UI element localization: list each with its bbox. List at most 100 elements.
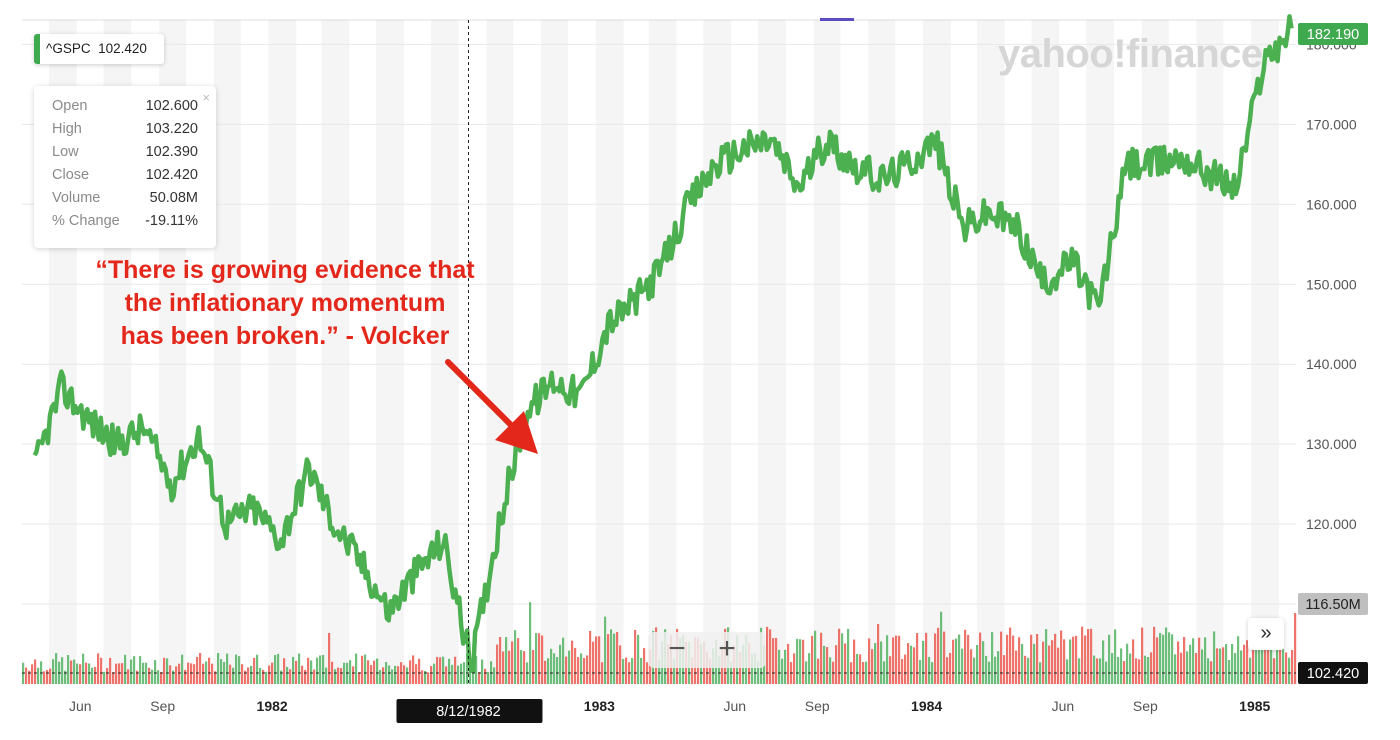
volume-bar [202,663,205,684]
volume-bar [469,667,472,684]
volume-bar [1156,637,1159,684]
volume-bar [607,634,610,684]
month-band [1196,20,1224,684]
volume-bar [286,666,289,684]
volume-bar [1141,627,1144,684]
volume-bar [271,662,274,684]
volume-bar [211,663,214,684]
volume-bar [334,669,337,684]
close-icon[interactable]: × [202,90,210,105]
volume-bar [895,635,898,684]
volume-bar [76,663,79,684]
volume-bar [1147,657,1150,684]
zoom-in-button[interactable]: + [718,632,736,665]
volume-bar [1120,648,1123,684]
volume-bar [898,635,901,684]
volume-bar [640,657,643,684]
volume-bar [634,629,637,684]
volume-bar [997,651,1000,684]
volume-bar [352,666,355,684]
volume-bar [580,653,583,684]
volume-bar [1291,650,1294,684]
volume-bar [376,658,379,684]
range-indicator [820,18,854,21]
volume-bar [451,664,454,684]
x-tick-label: Sep [1133,698,1158,714]
volume-bar [994,656,997,684]
volume-bar [1090,628,1093,684]
volume-bar [430,666,433,684]
zoom-out-button[interactable]: − [668,632,686,665]
volume-bar [1009,627,1012,684]
volume-bar [1216,648,1219,684]
ohlc-row-change: % Change -19.11% [52,213,198,229]
volume-bar [1015,650,1018,684]
series-color-swatch [34,34,40,64]
volume-bar [157,670,160,684]
volume-bar [1285,652,1288,684]
volume-bar [1261,649,1264,684]
volume-bar [1237,636,1240,684]
volume-bar [313,669,316,684]
volume-bar [1006,634,1009,684]
volume-bar [673,658,676,684]
volume-bar [343,662,346,684]
volume-bar [508,650,511,684]
volume-bar [970,649,973,684]
ticker-legend[interactable]: ^GSPC 102.420 [34,34,164,64]
volume-bar [1240,650,1243,684]
volume-bar [1201,649,1204,684]
expand-chevron-icon[interactable]: » [1248,618,1284,650]
volume-bar [424,670,427,684]
volume-bar [307,657,310,684]
volume-bar [853,639,856,684]
volume-bar [949,652,952,684]
volume-bar [1033,643,1036,684]
volume-bar [901,659,904,684]
volume-bar [946,657,949,684]
volume-bar [919,659,922,684]
volume-bar [262,669,265,684]
volume-bar [361,655,364,684]
volume-bar [433,663,436,684]
volume-bar [1165,627,1168,684]
volume-bar [403,665,406,684]
volume-bar [1051,640,1054,684]
volume-bar [502,651,505,684]
volume-bar [1054,633,1057,684]
volume-bar [226,653,229,684]
volume-bar [574,647,577,684]
volume-bar [193,664,196,684]
volume-bar [1234,653,1237,684]
volume-bar [82,653,85,684]
volume-bar [220,659,223,684]
volume-bar [1108,634,1111,684]
volume-bar [1252,646,1255,684]
volume-bar [325,667,328,684]
volume-bar [1024,655,1027,684]
volume-bar [1228,660,1231,684]
volume-bar [385,662,388,684]
volume-bar [85,662,88,684]
volume-bar [154,660,157,684]
last-price-label-bg [1298,23,1368,45]
volume-bar [1075,635,1078,684]
volume-bar [859,654,862,684]
volume-bar [229,664,232,684]
volume-bar [979,632,982,684]
volume-bar [484,668,487,684]
volume-bar [1270,633,1273,684]
volume-bar [718,656,721,684]
volume-bar [892,637,895,684]
volume-bar [769,629,772,684]
volume-bar [316,657,319,684]
volume-bar [292,656,295,684]
volume-bar [631,658,634,684]
volume-bar [877,623,880,684]
volume-bar [772,638,775,684]
volume-bar [1294,613,1297,684]
volume-bar [1144,655,1147,684]
volume-bar [1111,653,1114,684]
volume-bar [1213,631,1216,684]
volume-bar [199,652,202,684]
